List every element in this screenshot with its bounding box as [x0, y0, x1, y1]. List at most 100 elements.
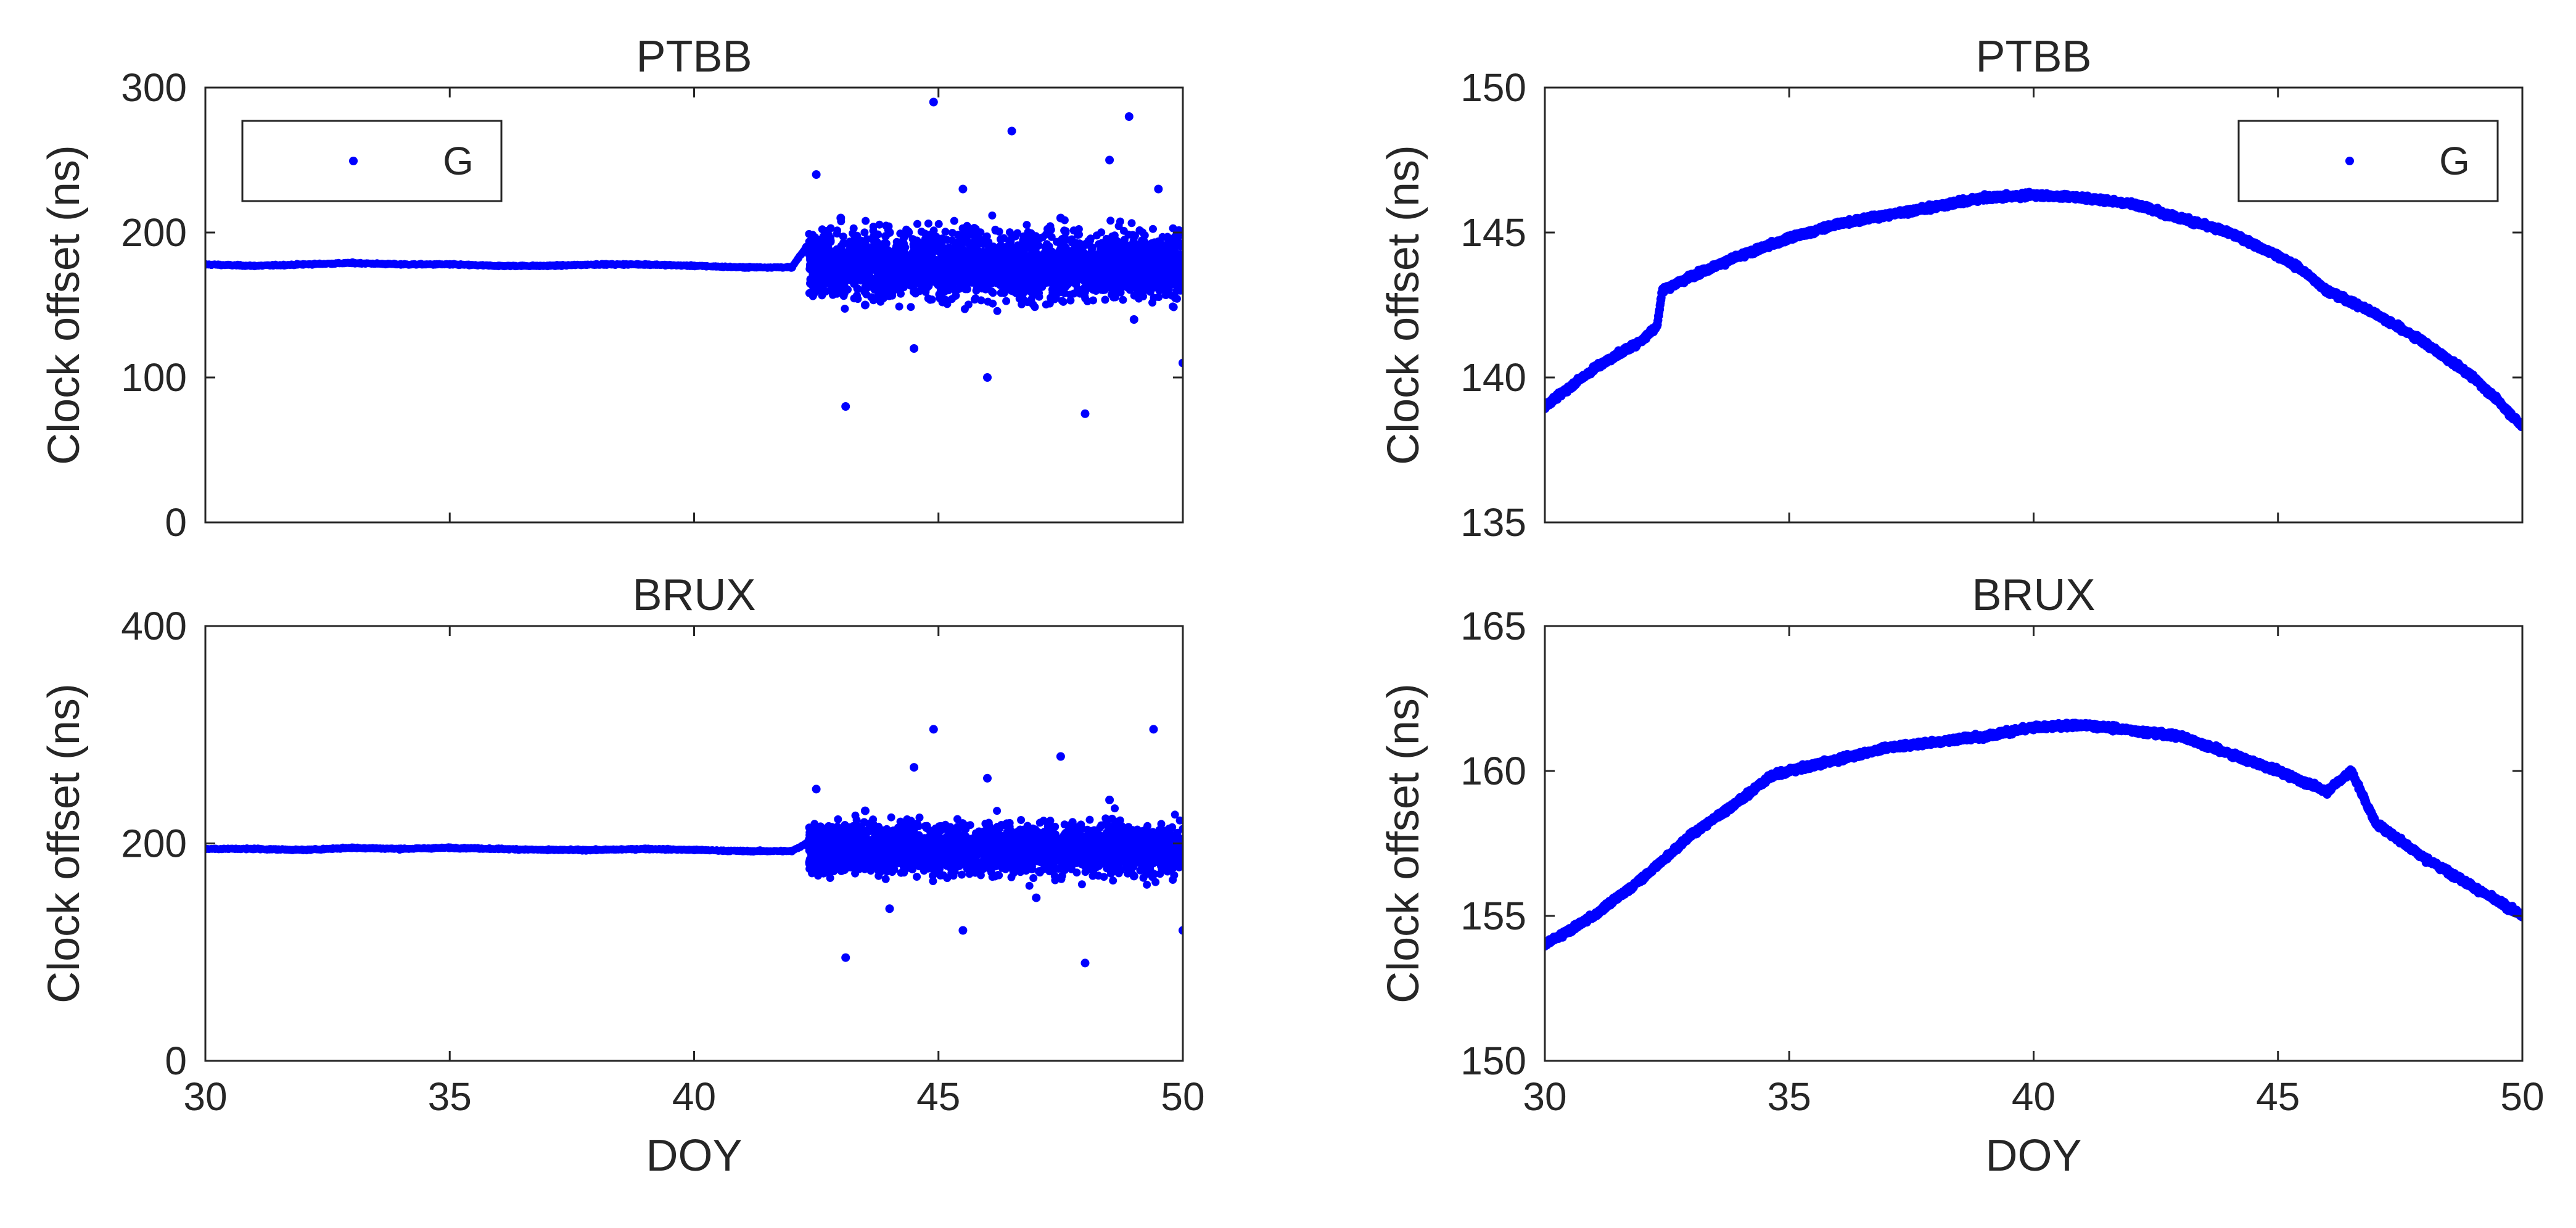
- data-point: [860, 300, 870, 310]
- data-point: [826, 224, 835, 233]
- data-point: [1154, 293, 1163, 302]
- data-point: [836, 213, 846, 223]
- data-point: [1119, 226, 1128, 235]
- data-point: [1129, 315, 1138, 324]
- data-point: [1019, 253, 1027, 262]
- data-point: [1068, 238, 1076, 247]
- data-point: [960, 245, 968, 254]
- data-point: [941, 228, 950, 236]
- data-point: [942, 295, 950, 304]
- y-tick-label: 200: [121, 210, 187, 255]
- data-point: [445, 260, 455, 269]
- data-point: [592, 260, 601, 269]
- data-point: [1127, 219, 1136, 228]
- data-point: [958, 184, 968, 194]
- data-point: [1022, 278, 1031, 286]
- data-point: [819, 233, 828, 242]
- data-point: [905, 252, 913, 260]
- data-point: [1152, 247, 1161, 255]
- data-point: [1040, 262, 1049, 270]
- data-point: [911, 252, 920, 261]
- data-point: [1071, 277, 1079, 286]
- data-point: [929, 97, 938, 107]
- data-point: [1031, 238, 1040, 247]
- legend-box: [241, 120, 503, 202]
- data-point: [1029, 300, 1037, 309]
- data-point: [901, 243, 910, 252]
- data-point: [900, 258, 908, 267]
- data-point: [1068, 266, 1076, 274]
- data-point: [1177, 239, 1183, 248]
- data-point: [1175, 250, 1183, 258]
- data-point: [897, 289, 905, 298]
- data-point: [1001, 258, 1010, 267]
- data-point: [984, 297, 992, 306]
- data-point: [1070, 245, 1079, 253]
- data-point: [1116, 217, 1124, 226]
- data-point: [857, 273, 865, 282]
- data-point: [1104, 248, 1112, 257]
- data-point: [924, 219, 932, 228]
- data-point: [942, 236, 951, 244]
- data-point: [928, 237, 936, 245]
- data-point: [1124, 112, 1134, 121]
- data-point: [1023, 285, 1032, 294]
- data-point: [880, 244, 889, 252]
- data-point: [900, 266, 909, 275]
- data-point: [205, 260, 210, 269]
- data-point: [853, 284, 862, 292]
- data-point: [1056, 259, 1065, 268]
- data-point: [1174, 259, 1182, 268]
- data-point: [818, 291, 826, 300]
- data-point: [805, 265, 814, 273]
- data-point: [942, 247, 950, 256]
- data-point: [860, 228, 869, 237]
- data-point: [1092, 287, 1100, 295]
- data-point: [975, 257, 983, 266]
- data-point: [966, 248, 975, 257]
- data-point: [1164, 236, 1172, 245]
- data-point: [1129, 255, 1138, 263]
- data-point: [850, 265, 858, 273]
- data-point: [1161, 270, 1170, 279]
- data-point: [875, 220, 884, 229]
- data-point: [833, 250, 842, 258]
- data-point: [1007, 126, 1016, 136]
- data-point: [889, 287, 897, 295]
- data-point: [929, 226, 938, 235]
- data-point: [1105, 155, 1114, 165]
- data-point: [1135, 294, 1143, 303]
- data-point: [923, 255, 932, 263]
- data-point: [928, 295, 936, 304]
- data-point: [1135, 226, 1144, 234]
- data-point: [888, 279, 897, 287]
- data-point: [1014, 241, 1023, 250]
- data-point: [872, 241, 880, 249]
- data-point: [862, 216, 870, 225]
- data-point: [1025, 231, 1034, 240]
- data-point: [951, 286, 960, 295]
- data-point: [812, 170, 821, 179]
- data-point: [810, 287, 818, 296]
- data-point: [957, 235, 965, 244]
- data-point: [543, 262, 552, 271]
- data-point: [1032, 286, 1041, 295]
- data-point: [1146, 252, 1154, 260]
- data-point: [978, 236, 987, 244]
- data-point: [1045, 242, 1053, 250]
- data-point: [1098, 239, 1106, 247]
- data-point: [1169, 303, 1178, 311]
- data-point: [1122, 257, 1131, 265]
- data-point: [1098, 277, 1106, 286]
- data-point: [850, 241, 858, 250]
- data-point: [840, 268, 849, 276]
- data-point: [1123, 249, 1132, 258]
- data-point: [298, 260, 308, 269]
- data-point: [1000, 289, 1008, 297]
- data-point: [960, 252, 968, 261]
- data-point: [1092, 231, 1101, 240]
- data-point: [1050, 295, 1059, 303]
- data-point: [1061, 227, 1070, 236]
